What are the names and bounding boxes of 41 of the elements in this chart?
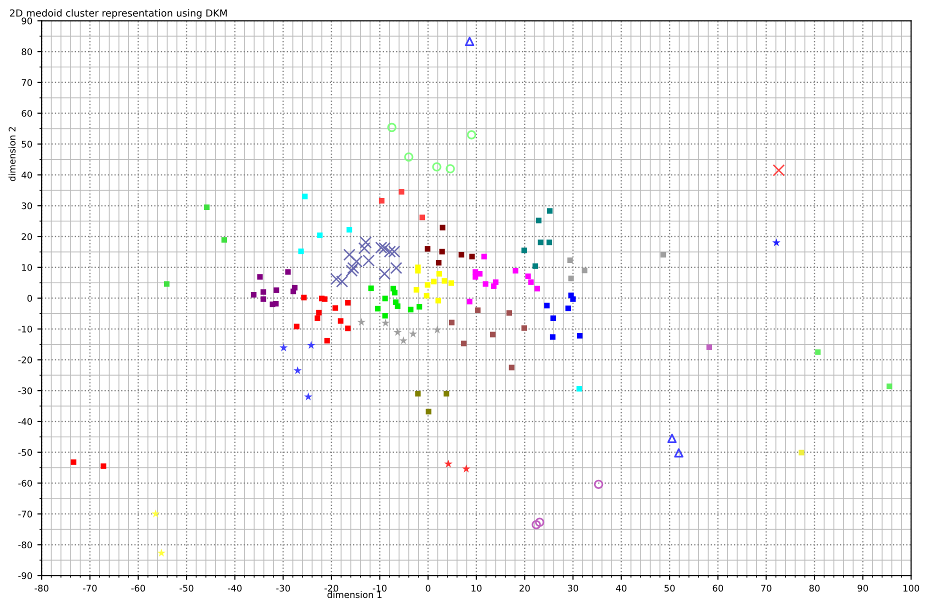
y-tick-label: 60 (22, 110, 32, 117)
y-tick-label: 20 (22, 233, 32, 240)
x-tick-label: 100 (904, 584, 920, 592)
x-tick-label: -80 (34, 584, 48, 592)
x-tick-label: 60 (712, 584, 724, 592)
y-tick-label: 30 (22, 202, 32, 210)
x-tick-label: -60 (131, 584, 146, 592)
y-tick-label: -70 (18, 510, 32, 518)
x-tick-label: -10 (372, 584, 387, 592)
x-tick-label: -20 (324, 584, 338, 592)
y-tick-label: -40 (18, 418, 32, 426)
x-tick-label: 20 (520, 584, 530, 592)
x-tick-label: 10 (472, 584, 482, 592)
y-tick-label: -80 (18, 541, 32, 548)
x-tick-label: 90 (858, 584, 868, 592)
y-tick-label: -20 (18, 356, 32, 364)
x-tick-label: 30 (568, 584, 578, 592)
y-tick-label: 40 (22, 172, 32, 178)
y-tick-label: -90 (18, 572, 32, 580)
chart-title: 2D medoid cluster representation using DKM (10, 9, 227, 19)
y-tick-label: 70 (22, 79, 32, 86)
x-tick-label: -50 (180, 584, 194, 592)
y-tick-label: 50 (22, 140, 32, 148)
x-axis-title: dimension 1 (327, 591, 382, 598)
y-tick-label: 90 (22, 18, 32, 24)
x-tick-label: 80 (809, 584, 820, 592)
y-tick-label: 80 (22, 48, 32, 56)
y-tick-label: -10 (18, 326, 32, 333)
x-tick-label: 50 (664, 584, 675, 592)
y-tick-label: -50 (18, 449, 32, 456)
y-axis-title: dimension 2 (8, 127, 16, 182)
x-tick-label: 70 (761, 584, 772, 592)
x-tick-label: 0 (426, 584, 430, 592)
y-tick-label: 10 (22, 264, 32, 271)
y-tick-label: -30 (18, 387, 32, 394)
y-tick-label: -60 (18, 480, 32, 487)
x-tick-label: -70 (83, 584, 97, 592)
y-tick-label: 0 (27, 294, 32, 302)
x-tick-label: -40 (228, 584, 242, 592)
x-tick-label: 40 (616, 584, 626, 592)
x-tick-label: -30 (276, 584, 290, 592)
